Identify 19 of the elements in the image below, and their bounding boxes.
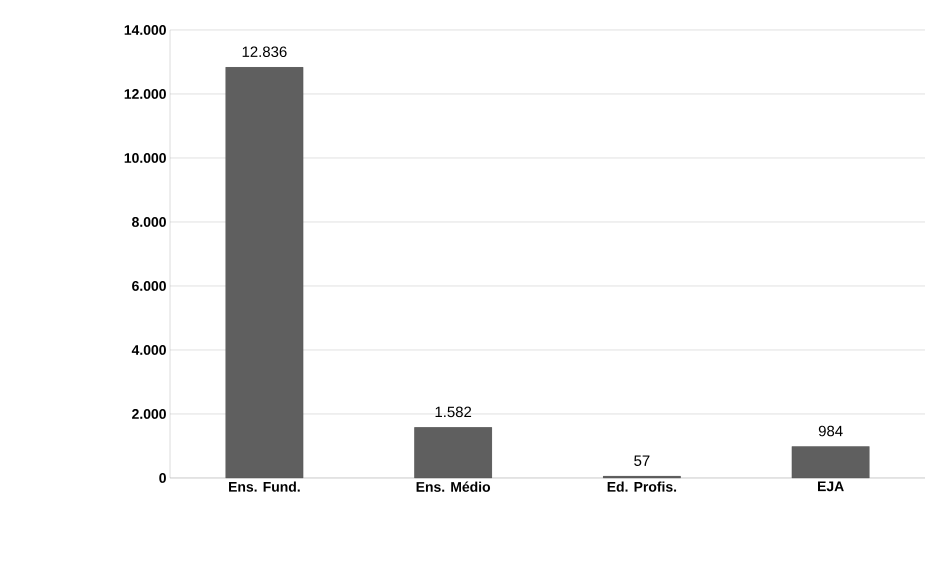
y-tick-label: 6.000: [132, 281, 166, 291]
data-label: 984: [818, 426, 843, 436]
bar: [414, 427, 492, 478]
y-tick-label: 12.000: [124, 89, 166, 99]
x-tick-label: Ed. Profis.: [608, 482, 676, 492]
data-label: 57: [634, 456, 650, 466]
x-tick-label: Ens. Fund.: [229, 482, 300, 492]
y-tick-label: 2.000: [132, 409, 166, 419]
y-tick-label: 8.000: [132, 217, 166, 227]
data-label: 12.836: [242, 46, 287, 58]
x-tick-label: Ens. Médio: [416, 482, 490, 492]
y-tick-label: 10.000: [124, 153, 166, 163]
y-tick-label: 14.000: [124, 25, 166, 35]
bar: [225, 67, 304, 478]
y-tick-label: 0: [159, 473, 166, 483]
bar: [792, 446, 870, 478]
data-label: 1.582: [436, 406, 472, 418]
y-tick-label: 4.000: [132, 345, 166, 355]
x-tick-label: EJA: [818, 482, 844, 492]
